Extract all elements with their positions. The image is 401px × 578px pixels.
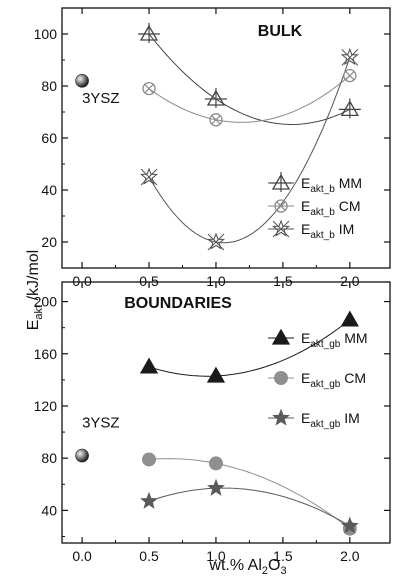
y-tick-label: 200 [34, 294, 58, 310]
data-point [208, 456, 223, 471]
legend-label: Eakt_b CM [301, 198, 360, 218]
x-axis-title-main: wt.% Al [208, 557, 261, 574]
x-tick-label: 0.0 [72, 273, 92, 289]
data-point [338, 98, 361, 119]
bulk-panel: 0.0 0.5 1.0 1.5 2.0 20 40 60 80 100 BULK 3YSZ Eakt_b… [34, 7, 391, 289]
data-point [142, 452, 157, 467]
y-tick-label: 120 [34, 398, 58, 414]
data-point [206, 232, 226, 251]
legend-item: Eakt_gb CM [268, 370, 366, 390]
y-tick-label: 40 [41, 502, 57, 518]
y-axis-title: Eakt /kJ/mol [25, 250, 45, 330]
panel-title: BULK [258, 23, 303, 40]
data-point [139, 357, 159, 374]
y-tick-label: 100 [34, 26, 58, 42]
data-point [340, 47, 359, 66]
x-tick-label: 2.0 [340, 548, 360, 564]
x-axis-title-sub1: 2 [262, 565, 268, 577]
series-line [148, 33, 351, 125]
legend-label: Eakt_b MM [301, 175, 362, 195]
series-line [148, 458, 351, 529]
y-tick-label: 60 [41, 130, 57, 146]
y-axis-title-main: E [25, 320, 42, 331]
boundaries-panel: 0.0 0.5 1.0 1.5 2.0 40 80 120 160 200 BOUNDARIES 3Y… [34, 281, 391, 564]
series-line [148, 75, 351, 123]
legend-label: Eakt_b IM [301, 221, 354, 241]
x-tick-label: 1.0 [206, 273, 226, 289]
data-point [140, 491, 158, 509]
reference-point [75, 74, 89, 88]
x-tick-label: 0.5 [139, 273, 159, 289]
x-tick-label: 1.5 [273, 273, 293, 289]
panel-title: BOUNDARIES [124, 295, 232, 312]
y-tick-label: 80 [41, 450, 57, 466]
y-tick-label: 160 [34, 346, 58, 362]
series-line [148, 57, 351, 244]
legend-marker [271, 328, 291, 345]
reference-point [75, 448, 89, 463]
legend-label: Eakt_gb MM [301, 330, 368, 350]
legend-label: Eakt_gb IM [301, 410, 360, 430]
x-tick-label: 1.5 [273, 548, 293, 564]
x-tick-label: 0.5 [139, 548, 159, 564]
legend-item: Eakt_b CM [268, 198, 360, 218]
legend-item: Eakt_gb MM [268, 328, 368, 350]
legend-label: Eakt_gb CM [301, 370, 366, 390]
data-point [206, 366, 226, 383]
legend-marker [271, 219, 291, 238]
legend-item: Eakt_gb IM [268, 408, 360, 430]
legend-marker [270, 172, 292, 192]
plot-frame [61, 281, 391, 544]
series-line [148, 487, 351, 527]
data-point [340, 516, 359, 534]
y-axis-title-sub: akt [33, 305, 45, 320]
data-point [138, 23, 161, 43]
legend-marker [274, 371, 288, 385]
x-tick-label: 2.0 [340, 273, 360, 289]
data-point [139, 167, 159, 186]
x-axis-title: wt.% Al2O3 [208, 557, 286, 577]
data-point [209, 113, 223, 127]
data-point [204, 88, 227, 108]
reference-label: 3YSZ [82, 90, 120, 107]
legend-marker [272, 408, 290, 426]
legend-item: Eakt_b MM [268, 172, 362, 195]
series-line [148, 319, 351, 377]
data-point [343, 68, 357, 83]
y-axis-title-tail: /kJ/mol [25, 250, 42, 305]
y-tick-label: 20 [41, 234, 57, 250]
y-tick-label: 80 [41, 78, 57, 94]
x-axis-title-sub2: 3 [280, 565, 286, 577]
x-tick-label: 1.0 [206, 548, 226, 564]
x-tick-label: 0.0 [72, 548, 92, 564]
x-axis-title-mid: O [268, 557, 280, 574]
legend-item: Eakt_b IM [268, 219, 354, 241]
legend-marker [274, 199, 288, 213]
y-tick-label: 40 [41, 182, 57, 198]
reference-label: 3YSZ [82, 415, 120, 432]
data-point [207, 478, 225, 496]
data-point [340, 310, 359, 327]
data-point [142, 81, 156, 96]
